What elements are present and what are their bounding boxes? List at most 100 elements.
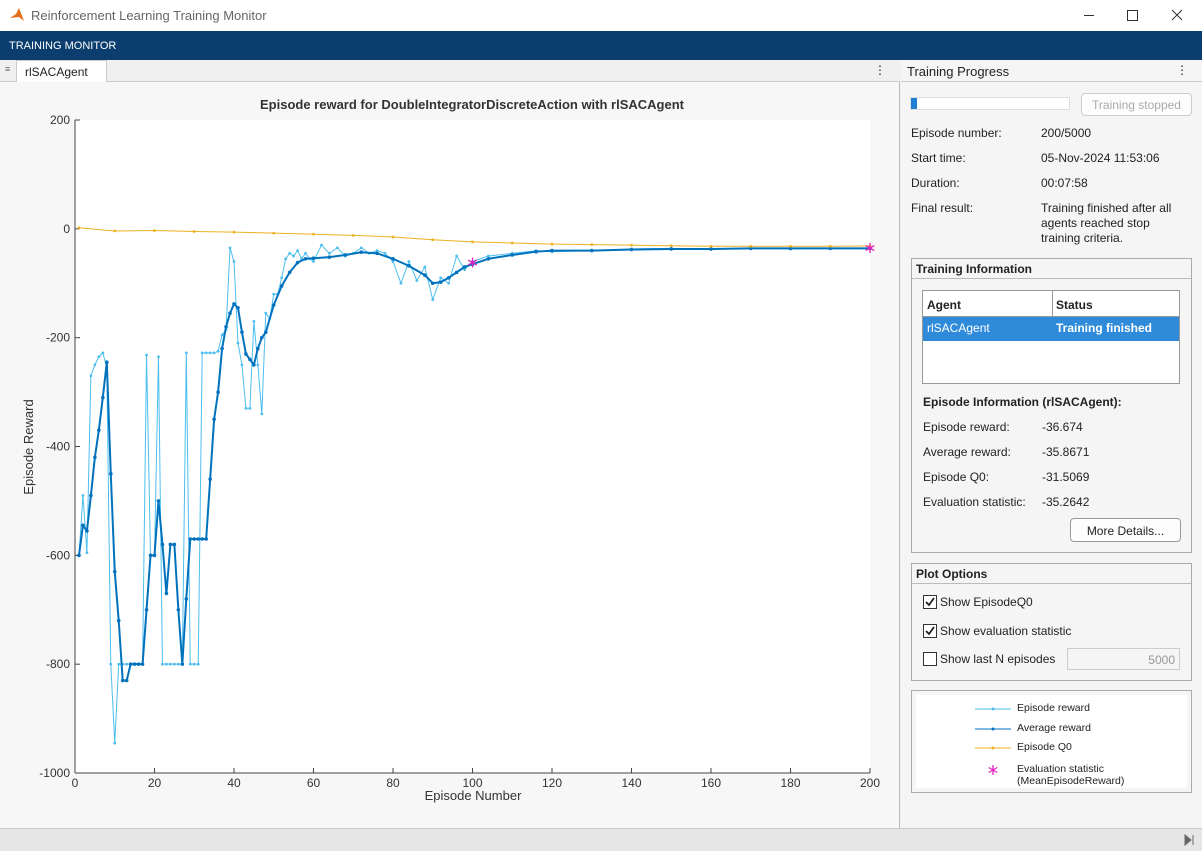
data-point <box>288 252 291 255</box>
data-point <box>423 266 426 269</box>
checkbox-label[interactable]: Show evaluation statistic <box>940 624 1071 638</box>
data-point <box>455 255 458 258</box>
data-point <box>121 679 125 683</box>
checkbox-box <box>924 653 937 666</box>
data-point <box>252 363 256 367</box>
x-tick-label: 120 <box>542 776 562 790</box>
legend-label: Evaluation statistic (MeanEpisodeReward) <box>1017 763 1142 787</box>
stop-button[interactable]: Training stopped <box>1081 93 1192 116</box>
field-label: Duration: <box>911 176 960 190</box>
chart: Episode reward for DoubleIntegratorDiscr… <box>0 82 898 828</box>
status-bar <box>0 828 1202 851</box>
data-point <box>328 255 332 259</box>
field-value: 05-Nov-2024 11:53:06 <box>1041 151 1191 166</box>
legend-dot <box>992 727 995 730</box>
field-label: Final result: <box>911 201 973 215</box>
data-point <box>113 570 117 574</box>
legend-dot <box>992 708 995 711</box>
data-point <box>272 293 275 296</box>
data-point <box>312 260 315 263</box>
data-point <box>193 663 196 666</box>
data-point <box>304 257 308 261</box>
data-point <box>431 298 434 301</box>
data-point <box>220 347 224 351</box>
table-row[interactable]: rlSACAgent Training finished <box>923 317 1179 341</box>
data-point <box>630 248 634 252</box>
tab-label: rlSACAgent <box>25 65 88 79</box>
window-controls[interactable] <box>1070 0 1202 31</box>
data-point <box>157 499 161 503</box>
data-point <box>97 355 100 358</box>
data-point <box>188 537 192 541</box>
x-tick-label: 80 <box>386 776 400 790</box>
data-point <box>252 320 255 323</box>
checkbox-label[interactable]: Show last N episodes <box>940 652 1055 666</box>
data-point <box>173 543 177 547</box>
data-point <box>209 352 212 355</box>
data-point <box>177 608 181 612</box>
data-point <box>204 537 208 541</box>
data-point <box>240 330 244 334</box>
plot-options-box: Plot Options Show EpisodeQ0 Show evaluati… <box>911 563 1192 681</box>
details-button[interactable]: More Details... <box>1070 518 1181 542</box>
data-point <box>336 246 339 249</box>
y-tick-label: -1000 <box>39 766 70 780</box>
x-tick-label: 200 <box>860 776 880 790</box>
checkbox-label[interactable]: Show EpisodeQ0 <box>940 595 1033 609</box>
field-label: Evaluation statistic: <box>923 495 1026 509</box>
checkbox[interactable] <box>923 624 937 638</box>
data-point <box>590 243 593 246</box>
data-point <box>710 245 713 248</box>
data-point <box>233 260 236 263</box>
data-point <box>590 249 594 253</box>
x-tick-label: 160 <box>701 776 721 790</box>
data-point <box>221 334 224 337</box>
data-point <box>133 662 137 666</box>
data-point <box>408 260 411 263</box>
checkbox[interactable] <box>923 652 937 666</box>
data-point <box>173 663 176 666</box>
data-point <box>213 352 216 355</box>
data-point <box>153 229 156 232</box>
data-point <box>153 554 157 558</box>
eval-marker <box>989 765 998 775</box>
data-point <box>392 236 395 239</box>
data-point <box>292 255 295 258</box>
data-point <box>447 282 450 285</box>
tab-menu[interactable]: ⋮ <box>874 63 886 77</box>
data-point <box>93 456 97 460</box>
y-tick-label: -600 <box>46 548 70 562</box>
data-point <box>352 234 355 237</box>
data-point <box>233 231 236 234</box>
data-point <box>423 273 427 277</box>
plot-area <box>75 120 870 773</box>
data-point <box>197 663 200 666</box>
data-point <box>670 244 673 247</box>
data-point <box>249 407 252 410</box>
data-point <box>149 554 153 558</box>
box-title: Plot Options <box>912 564 1191 584</box>
data-point <box>439 280 443 284</box>
legend-box: Episode rewardAverage rewardEpisode Q0Ev… <box>911 690 1192 793</box>
data-point <box>264 330 268 334</box>
data-point <box>117 663 120 666</box>
tab[interactable]: rlSACAgent <box>16 60 107 82</box>
data-point <box>205 352 208 355</box>
data-point <box>312 256 316 260</box>
legend-label: Episode reward <box>1017 702 1142 714</box>
data-point <box>189 663 192 666</box>
data-point <box>272 232 275 235</box>
checkbox[interactable] <box>923 595 937 609</box>
data-point <box>463 265 467 269</box>
panel-menu[interactable]: ⋮ <box>1176 63 1188 77</box>
last-n-input[interactable]: 5000 <box>1067 648 1180 670</box>
data-point <box>320 244 323 247</box>
input-value: 5000 <box>1148 653 1175 667</box>
data-point <box>487 257 491 261</box>
legend-label: Average reward <box>1017 722 1142 734</box>
data-point <box>304 252 307 255</box>
window-title: Reinforcement Learning Training Monitor <box>31 8 267 23</box>
data-point <box>272 303 276 307</box>
x-tick-label: 140 <box>621 776 641 790</box>
